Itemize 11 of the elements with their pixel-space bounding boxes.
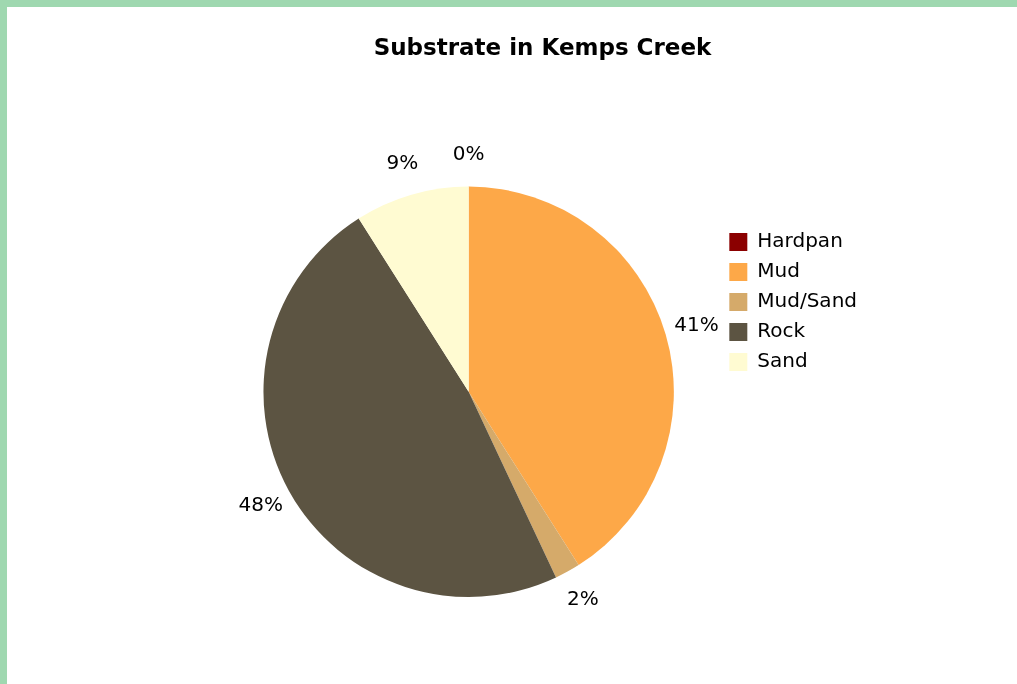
data-label: 41%	[674, 311, 719, 336]
legend-label: Mud	[757, 258, 800, 283]
legend-label: Sand	[757, 348, 808, 373]
legend-label: Hardpan	[757, 228, 843, 253]
data-label: 48%	[238, 492, 284, 517]
data-label: 2%	[567, 585, 599, 610]
text: 0%	[452, 140, 485, 165]
legend-label: Rock	[757, 318, 806, 343]
data-label: 9%	[386, 150, 419, 175]
chart-title: Substrate in Kemps Creek	[373, 33, 713, 60]
legend-label: Mud/Sand	[757, 288, 857, 313]
